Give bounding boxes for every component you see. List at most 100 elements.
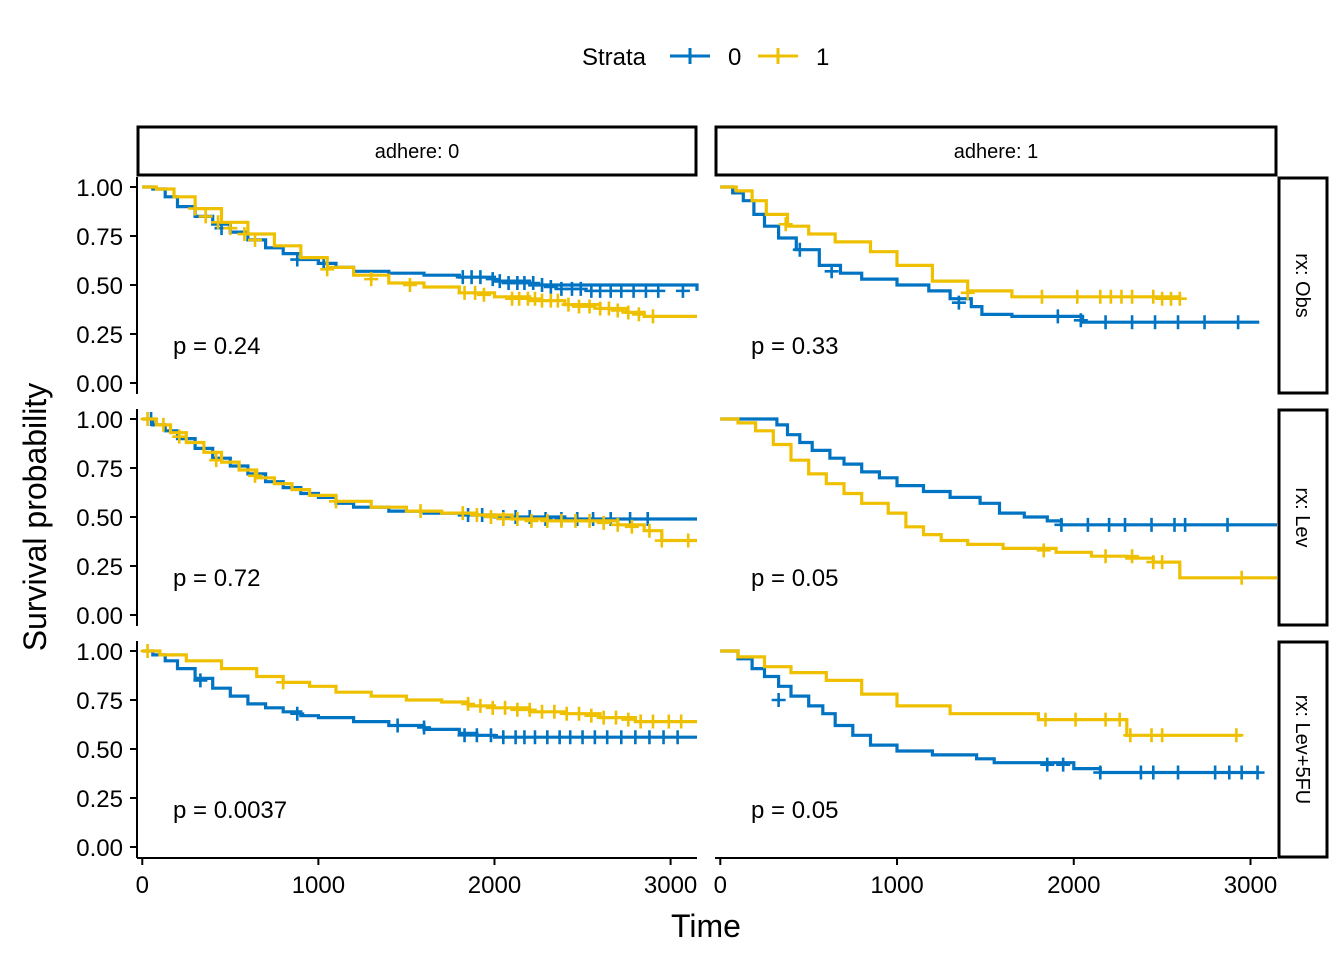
censor-mark-strata-1 (522, 702, 537, 717)
censor-mark-strata-1 (778, 217, 793, 232)
panel: p = 0.72 (140, 412, 697, 592)
censor-mark-strata-1 (540, 513, 555, 528)
x-tick-label: 1000 (870, 872, 923, 899)
censor-mark-strata-1 (1112, 712, 1127, 727)
censor-mark-strata-0 (640, 511, 655, 526)
column-strip (136, 125, 698, 177)
censor-mark-strata-1 (473, 698, 488, 713)
p-value-label: p = 0.24 (173, 333, 260, 360)
censor-mark-strata-1 (1038, 712, 1053, 727)
row-strip (1277, 408, 1329, 627)
panel: p = 0.33 (720, 185, 1260, 360)
censor-mark-strata-0 (1231, 315, 1246, 330)
censor-mark-strata-0 (535, 278, 550, 292)
censor-mark-strata-1 (584, 708, 599, 723)
censor-mark-strata-1 (455, 506, 470, 521)
censor-mark-strata-1 (468, 285, 483, 300)
censor-mark-strata-1 (554, 513, 569, 528)
censor-mark-strata-0 (193, 673, 208, 688)
censor-mark-strata-1 (223, 221, 238, 236)
censor-mark-strata-0 (614, 730, 629, 745)
censor-mark-strata-0 (642, 730, 657, 745)
censor-mark-strata-1 (211, 215, 226, 230)
y-tick-label: 0.75 (76, 224, 123, 251)
y-tick-label: 0.00 (76, 835, 123, 862)
censor-mark-strata-0 (656, 730, 671, 745)
y-tick-label: 0.75 (76, 456, 123, 483)
censor-mark-strata-1 (510, 702, 525, 717)
censor-mark-strata-0 (587, 730, 602, 745)
censor-mark-strata-1 (535, 704, 550, 719)
censor-mark-strata-1 (402, 278, 417, 292)
censor-mark-strata-0 (570, 511, 585, 526)
censor-mark-strata-1 (247, 468, 262, 483)
censor-mark-strata-0 (543, 279, 558, 294)
censor-mark-strata-0 (457, 728, 472, 743)
censor-mark-strata-1 (1125, 549, 1140, 564)
y-tick-label: 0.00 (76, 371, 123, 398)
censor-mark-strata-1 (140, 412, 155, 426)
row-strip (1277, 640, 1329, 859)
censor-mark-strata-1 (188, 201, 203, 216)
censor-mark-strata-0 (1222, 765, 1237, 780)
x-tick-label: 2000 (468, 872, 521, 899)
legend-label-1: 1 (816, 44, 829, 71)
censor-mark-strata-0 (496, 730, 511, 745)
p-value-label: p = 0.72 (173, 565, 260, 592)
column-strip-label: adhere: 1 (954, 141, 1039, 163)
censor-mark-strata-0 (483, 728, 498, 743)
censor-mark-strata-0 (469, 728, 484, 743)
censor-mark-strata-1 (561, 297, 576, 312)
y-tick-label: 0.75 (76, 688, 123, 715)
x-tick-label: 3000 (1224, 872, 1277, 899)
y-tick-label: 0.50 (76, 505, 123, 532)
censor-mark-strata-1 (559, 706, 574, 721)
censor-mark-strata-1 (1234, 570, 1249, 585)
x-tick-label: 1000 (292, 872, 345, 899)
censor-mark-strata-1 (237, 227, 252, 242)
row-strip-label: rx: Lev (1291, 487, 1313, 547)
km-curve-strata-1 (142, 185, 697, 318)
censor-mark-strata-1 (633, 714, 648, 729)
censor-mark-strata-1 (1125, 289, 1140, 304)
censor-mark-strata-1 (621, 305, 636, 320)
km-curve-strata-0 (142, 649, 697, 739)
censor-mark-strata-0 (771, 693, 786, 707)
censor-mark-strata-1 (461, 696, 476, 711)
censor-mark-strata-1 (1155, 728, 1170, 743)
censor-mark-strata-0 (1250, 765, 1265, 780)
censor-mark-strata-1 (209, 453, 224, 468)
km-curve-strata-0 (142, 417, 697, 521)
censor-mark-strata-1 (469, 508, 484, 523)
censor-mark-strata-1 (1146, 289, 1161, 304)
km-curve-strata-1 (720, 649, 1242, 737)
p-value-label: p = 0.05 (751, 797, 838, 824)
censor-mark-strata-0 (1098, 315, 1113, 330)
censor-mark-strata-1 (645, 309, 660, 324)
censor-mark-strata-1 (156, 417, 171, 432)
censor-mark-strata-0 (626, 283, 641, 298)
censor-mark-strata-0 (675, 283, 690, 298)
censor-mark-strata-0 (1054, 517, 1069, 532)
km-curve-strata-0 (142, 185, 699, 291)
censor-mark-strata-1 (1070, 289, 1085, 304)
y-tick-label: 0.25 (76, 554, 123, 581)
km-curve-strata-1 (142, 649, 697, 724)
y-tick-label: 0.25 (76, 786, 123, 813)
censor-mark-strata-0 (492, 274, 507, 289)
censor-mark-strata-0 (1178, 517, 1193, 532)
censor-mark-strata-1 (681, 533, 696, 548)
censor-mark-strata-0 (1118, 517, 1133, 532)
censor-mark-strata-0 (1093, 765, 1108, 780)
censor-mark-strata-1 (496, 511, 511, 526)
censor-mark-strata-0 (1133, 765, 1148, 780)
censor-mark-strata-0 (573, 281, 588, 296)
censor-mark-strata-1 (1036, 543, 1051, 558)
legend-title: Strata (582, 44, 647, 71)
censor-mark-strata-0 (1102, 517, 1117, 532)
axes: 0.00 0.25 0.50 0.75 1.00 0.00 0.25 0.50 0.75 1.00… (76, 175, 1277, 899)
censor-mark-strata-1 (582, 513, 597, 528)
censor-mark-strata-1 (568, 513, 583, 528)
censor-mark-strata-1 (596, 710, 611, 725)
